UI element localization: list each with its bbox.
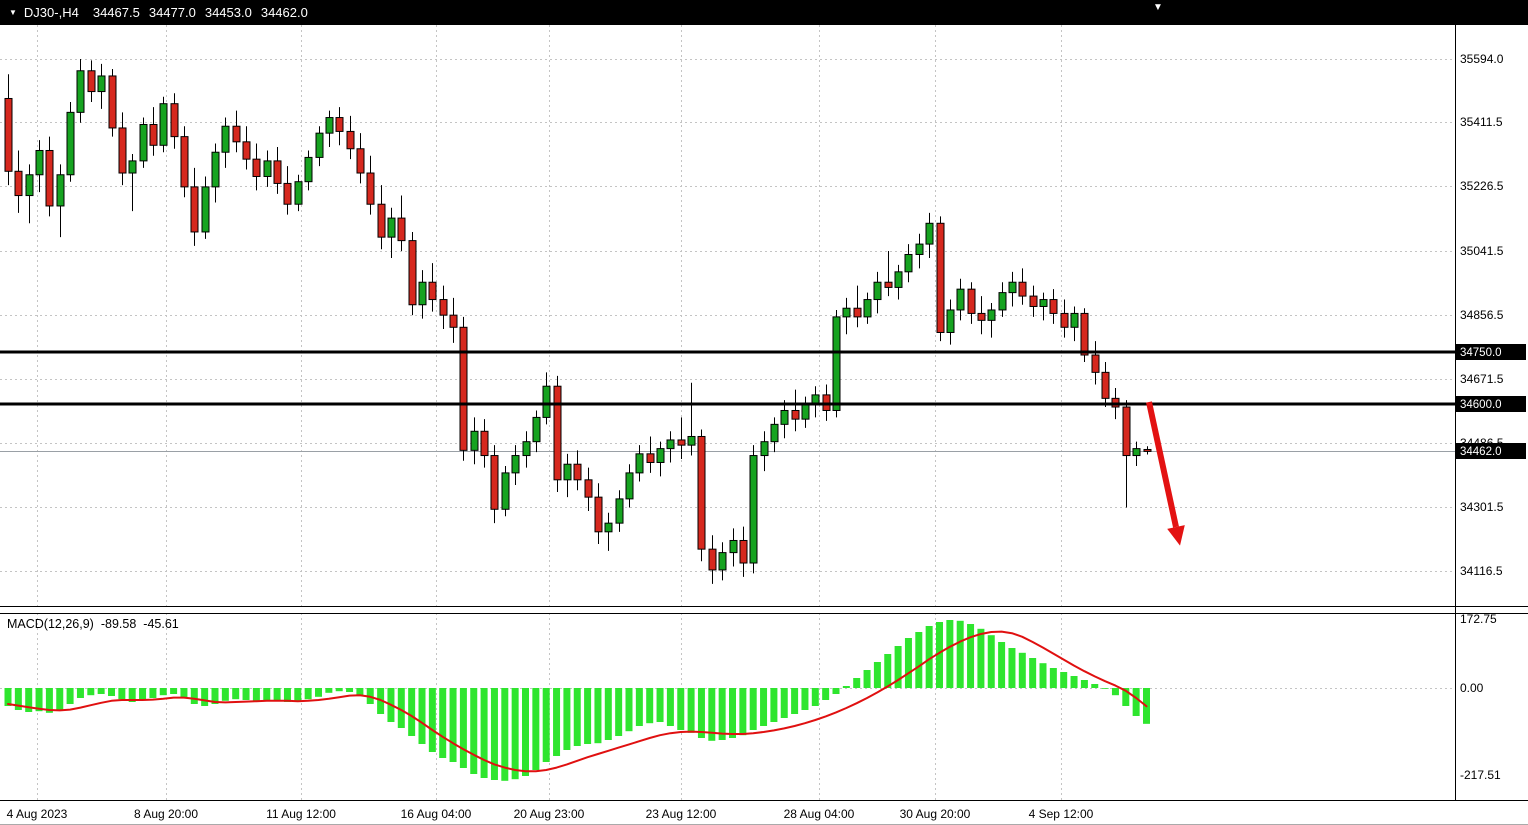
svg-text:-217.51: -217.51: [1460, 768, 1501, 782]
macd-histogram: [4, 620, 1150, 781]
svg-text:34462.0: 34462.0: [1460, 446, 1502, 458]
svg-text:35041.5: 35041.5: [1460, 244, 1504, 258]
bid-price-badge: 34462.0: [1456, 443, 1526, 459]
macd-signal-value: -45.61: [143, 617, 179, 631]
svg-text:23 Aug 12:00: 23 Aug 12:00: [646, 807, 717, 821]
macd-name: MACD(12,26,9): [7, 617, 94, 631]
symbol-dropdown-icon[interactable]: ▼: [9, 7, 17, 17]
svg-text:34600.0: 34600.0: [1460, 399, 1502, 411]
candlestick-macd-chart[interactable]: 35594.0 35411.5 35226.5 35041.5 34856.5 34671…: [0, 25, 1528, 825]
time-axis[interactable]: 4 Aug 2023 8 Aug 20:00 11 Aug 12:00 16 Aug …: [7, 807, 1094, 821]
chart-area: 35594.0 35411.5 35226.5 35041.5 34856.5 34671…: [0, 25, 1528, 825]
macd-signal-line: [7, 630, 1148, 773]
symbol-period-label: DJ30-,H4: [23, 5, 79, 20]
trend-arrow[interactable]: [1146, 401, 1185, 546]
svg-text:35226.5: 35226.5: [1460, 179, 1504, 193]
svg-text:34750.0: 34750.0: [1460, 347, 1502, 359]
chart-shift-marker-icon: ▼: [1153, 2, 1163, 13]
level-price-badge: 34750.0: [1456, 344, 1526, 360]
svg-text:4 Aug 2023: 4 Aug 2023: [7, 807, 68, 821]
chart-info-bar: ▼ DJ30-,H4 34467.5 34477.0 34453.0 34462…: [0, 0, 1528, 25]
level-price-badge: 34600.0: [1456, 396, 1526, 412]
candlestick-series: [4, 58, 1152, 584]
svg-text:28 Aug 04:00: 28 Aug 04:00: [784, 807, 855, 821]
svg-text:34856.5: 34856.5: [1460, 308, 1504, 322]
low-value: 34453.0: [204, 5, 252, 20]
svg-text:34301.5: 34301.5: [1460, 500, 1504, 514]
support-resistance-lines[interactable]: [0, 350, 1455, 406]
svg-text:16 Aug 04:00: 16 Aug 04:00: [401, 807, 472, 821]
close-value: 34462.0: [260, 5, 308, 20]
svg-text:34116.5: 34116.5: [1460, 564, 1503, 578]
svg-text:4 Sep 12:00: 4 Sep 12:00: [1029, 807, 1094, 821]
svg-text:8 Aug 20:00: 8 Aug 20:00: [134, 807, 198, 821]
svg-text:35594.0: 35594.0: [1460, 52, 1504, 66]
macd-indicator-label: MACD(12,26,9) -89.58 -45.61: [7, 617, 186, 631]
svg-text:20 Aug 23:00: 20 Aug 23:00: [514, 807, 585, 821]
svg-text:172.75: 172.75: [1460, 612, 1497, 626]
svg-text:0.00: 0.00: [1460, 681, 1484, 695]
high-value: 34477.0: [148, 5, 196, 20]
svg-text:34671.5: 34671.5: [1460, 372, 1504, 386]
svg-text:30 Aug 20:00: 30 Aug 20:00: [900, 807, 971, 821]
svg-text:35411.5: 35411.5: [1460, 115, 1503, 129]
price-axis[interactable]: 35594.0 35411.5 35226.5 35041.5 34856.5 34671…: [1456, 52, 1526, 782]
macd-main-value: -89.58: [100, 617, 137, 631]
open-value: 34467.5: [92, 5, 140, 20]
svg-text:11 Aug 12:00: 11 Aug 12:00: [266, 807, 336, 821]
